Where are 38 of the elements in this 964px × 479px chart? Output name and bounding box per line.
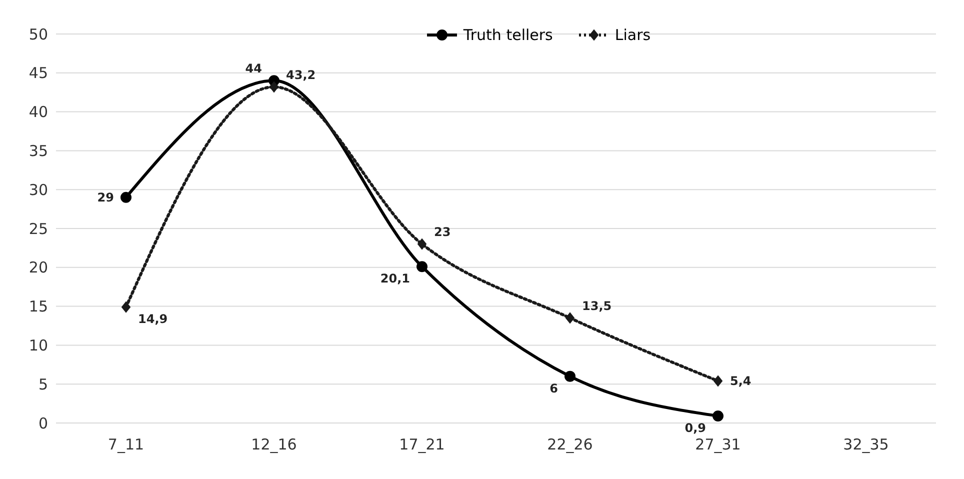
data-label: 43,2: [286, 68, 316, 82]
y-tick-label: 15: [28, 298, 48, 316]
data-label: 23: [434, 225, 451, 240]
data-label: 6: [550, 381, 558, 396]
y-tick-label: 40: [28, 103, 48, 122]
y-tick-label: 30: [28, 180, 48, 199]
point: [418, 238, 426, 250]
y-tick-label: 35: [28, 142, 48, 160]
data-label: 20,1: [380, 272, 410, 286]
data-label: 13,5: [582, 298, 612, 313]
x-tick-label: 17_21: [399, 436, 445, 454]
y-tick-label: 50: [28, 25, 48, 44]
x-tick-label: 27_31: [695, 436, 741, 454]
data-label: 29: [97, 190, 114, 204]
point: [714, 375, 722, 386]
y-tick-label: 5: [38, 375, 48, 394]
y-tick-label: 25: [28, 220, 48, 238]
y-tick-label: 20: [28, 258, 48, 277]
data-label: 14,9: [138, 312, 168, 326]
legend-label: Liars: [614, 26, 651, 44]
data-label: 0,9: [684, 421, 706, 435]
y-tick-label: 45: [28, 64, 48, 82]
x-tick-label: 7_11: [108, 436, 144, 454]
point: [564, 370, 576, 382]
point: [122, 302, 130, 313]
point: [270, 81, 278, 92]
point: [416, 261, 428, 272]
point: [566, 312, 574, 324]
x-tick-label: 12_16: [251, 436, 297, 454]
y-tick-label: 0: [38, 414, 48, 432]
y-tick-label: 10: [28, 336, 48, 355]
point: [120, 192, 132, 203]
point: [712, 410, 724, 422]
x-tick-label: 22_26: [547, 436, 593, 454]
x-tick-label: 32_35: [843, 436, 889, 454]
data-label: 5,4: [730, 374, 752, 388]
legend-label: Truth tellers: [462, 26, 553, 44]
data-label: 44: [245, 62, 262, 76]
